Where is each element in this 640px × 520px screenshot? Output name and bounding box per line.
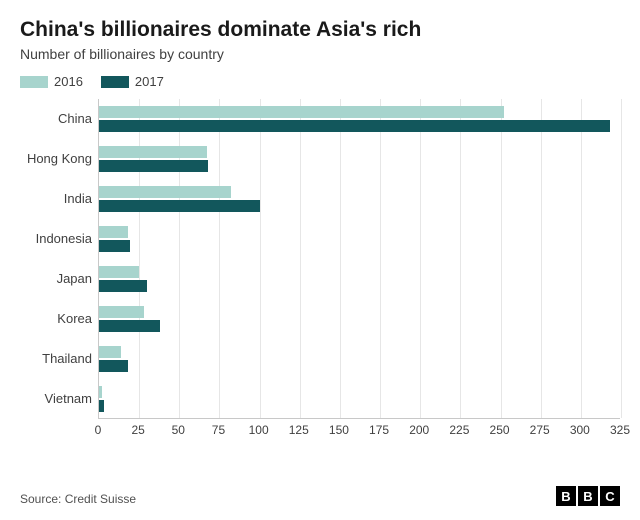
chart-title: China's billionaires dominate Asia's ric… [20,18,620,42]
plot-region [98,99,620,419]
legend: 2016 2017 [20,74,620,89]
chart-container: China's billionaires dominate Asia's ric… [0,0,640,520]
bar-2017 [99,240,130,252]
bar-2016 [99,186,231,198]
legend-item-2017: 2017 [101,74,164,89]
gridline [460,99,461,418]
bar-2017 [99,200,260,212]
legend-item-2016: 2016 [20,74,83,89]
category-label: Japan [20,271,92,286]
category-label: China [20,111,92,126]
gridline [420,99,421,418]
category-label: Korea [20,311,92,326]
bbc-logo-letter: B [578,486,598,506]
x-tick-label: 100 [249,423,269,437]
x-tick-label: 150 [329,423,349,437]
gridline [621,99,622,418]
gridline [340,99,341,418]
gridline [541,99,542,418]
bar-2017 [99,320,160,332]
chart-area: 0255075100125150175200225250275300325Chi… [20,99,620,451]
bar-2016 [99,146,207,158]
bar-2017 [99,160,208,172]
x-tick-label: 325 [610,423,630,437]
x-tick-label: 300 [570,423,590,437]
bar-2016 [99,106,504,118]
bar-2017 [99,360,128,372]
x-tick-label: 125 [289,423,309,437]
legend-swatch-2017 [101,76,129,88]
gridline [219,99,220,418]
bar-2016 [99,306,144,318]
x-tick-label: 225 [449,423,469,437]
chart-subtitle: Number of billionaires by country [20,46,620,62]
x-tick-label: 75 [212,423,225,437]
bar-2016 [99,386,102,398]
bar-2017 [99,120,610,132]
bbc-logo-letter: C [600,486,620,506]
bbc-logo: B B C [556,486,620,506]
category-label: Thailand [20,351,92,366]
bar-2016 [99,266,139,278]
x-tick-label: 250 [490,423,510,437]
gridline [380,99,381,418]
x-tick-label: 275 [530,423,550,437]
footer: Source: Credit Suisse B B C [20,486,620,506]
gridline [300,99,301,418]
x-tick-label: 0 [95,423,102,437]
bbc-logo-letter: B [556,486,576,506]
x-tick-label: 175 [369,423,389,437]
bar-2016 [99,346,121,358]
gridline [501,99,502,418]
bar-2017 [99,400,104,412]
category-label: India [20,191,92,206]
legend-swatch-2016 [20,76,48,88]
category-label: Indonesia [20,231,92,246]
bar-2017 [99,280,147,292]
legend-label: 2017 [135,74,164,89]
category-label: Vietnam [20,391,92,406]
x-tick-label: 50 [172,423,185,437]
legend-label: 2016 [54,74,83,89]
source-text: Source: Credit Suisse [20,492,136,506]
x-tick-label: 25 [131,423,144,437]
gridline [581,99,582,418]
gridline [260,99,261,418]
bar-2016 [99,226,128,238]
x-tick-label: 200 [409,423,429,437]
category-label: Hong Kong [20,151,92,166]
